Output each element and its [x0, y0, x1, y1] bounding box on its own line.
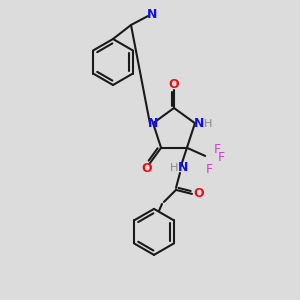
- Text: O: O: [141, 161, 152, 175]
- Text: F: F: [218, 152, 225, 164]
- Text: N: N: [194, 117, 204, 130]
- Text: N: N: [178, 161, 188, 174]
- Text: H: H: [204, 119, 212, 129]
- Text: O: O: [169, 79, 179, 92]
- Text: F: F: [206, 164, 213, 176]
- Text: H: H: [170, 163, 178, 173]
- Text: F: F: [214, 143, 221, 156]
- Text: N: N: [148, 117, 158, 130]
- Text: O: O: [194, 188, 204, 200]
- Text: N: N: [147, 8, 157, 20]
